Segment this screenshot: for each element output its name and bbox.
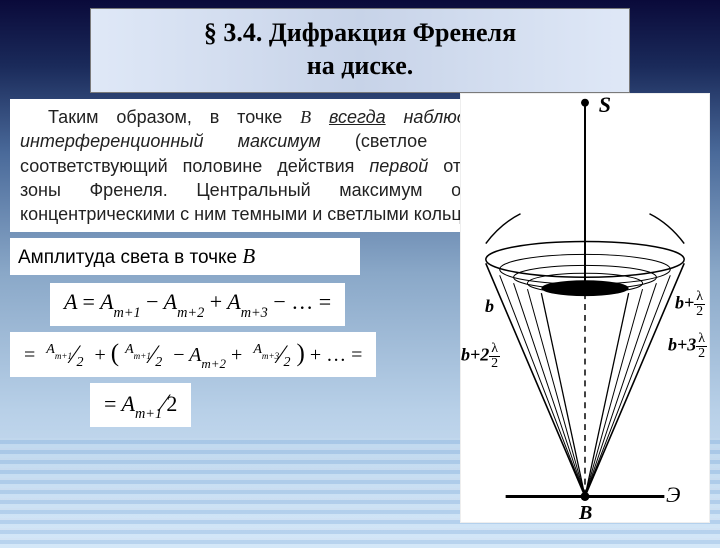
t-s1 xyxy=(311,107,329,127)
b2: b+2 xyxy=(461,345,489,365)
title-line-2: на диске. xyxy=(101,50,619,83)
amplitude-label: Амплитуда света в точке B xyxy=(10,238,360,275)
paragraph: Таким образом, в точке B всегда наблюдае… xyxy=(20,105,520,226)
label-b-plus-lambda-2: b+λ2 xyxy=(675,290,705,319)
b3: b+3 xyxy=(668,335,696,355)
label-b: b xyxy=(485,296,494,317)
equation-line-1: A = Am+1 − Am+2 + Am+3 − … = xyxy=(50,283,345,325)
t-pfx: Таким образом, в точке xyxy=(48,107,300,127)
t-B: B xyxy=(300,107,311,127)
equation-line-3: = Am+1⁄2 xyxy=(90,383,191,427)
amp-text: Амплитуда света в точке xyxy=(18,247,242,268)
ln3: λ xyxy=(696,332,707,347)
label-b-plus-3lambda-2: b+3λ2 xyxy=(668,332,707,361)
ln1: λ xyxy=(694,290,705,305)
amp-B: B xyxy=(242,244,255,268)
ln2: λ xyxy=(489,342,500,357)
ld3: 2 xyxy=(696,347,707,361)
label-B: B xyxy=(579,502,592,525)
t-emu: всегда xyxy=(329,107,386,127)
ld1: 2 xyxy=(694,305,705,319)
t-emf: первой xyxy=(369,156,428,176)
label-b-plus-2lambda-2: b+2λ2 xyxy=(461,342,500,371)
title-line-1: § 3.4. Дифракция Френеля xyxy=(101,17,619,50)
label-S: S xyxy=(599,92,611,118)
bp: b+ xyxy=(675,293,694,313)
fresnel-disk-diagram: S b b+λ2 b+2λ2 b+3λ2 Э B xyxy=(460,93,710,523)
label-E: Э xyxy=(666,482,680,508)
ld2: 2 xyxy=(489,357,500,371)
equation-line-2: = Am+1⁄2 + (Am+1⁄2 − Am+2 + Am+3⁄2) + … … xyxy=(10,332,376,377)
paragraph-block: Таким образом, в точке B всегда наблюдае… xyxy=(10,99,530,232)
section-title: § 3.4. Дифракция Френеля на диске. xyxy=(90,8,630,93)
